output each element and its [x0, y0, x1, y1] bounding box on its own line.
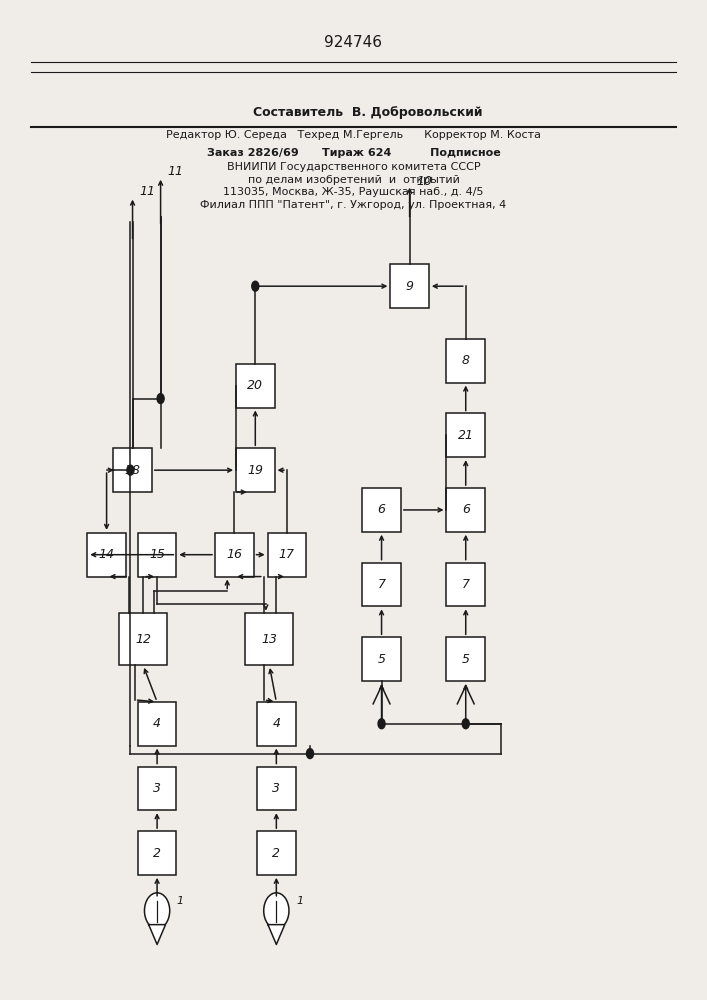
- Bar: [362, 637, 401, 681]
- Text: 11: 11: [139, 185, 156, 198]
- Bar: [446, 413, 485, 457]
- Bar: [245, 613, 293, 665]
- Circle shape: [462, 719, 469, 729]
- Text: 1: 1: [296, 896, 303, 906]
- Text: 113035, Москва, Ж-35, Раушская наб., д. 4/5: 113035, Москва, Ж-35, Раушская наб., д. …: [223, 187, 484, 197]
- Text: Редактор Ю. Середа   Техред М.Гергель      Корректор М. Коста: Редактор Ю. Середа Техред М.Гергель Корр…: [166, 130, 541, 140]
- Bar: [87, 533, 126, 577]
- Text: 10: 10: [416, 175, 433, 188]
- Ellipse shape: [144, 893, 170, 929]
- Text: 13: 13: [262, 633, 277, 646]
- Text: 6: 6: [462, 503, 469, 516]
- Text: Составитель  В. Добровольский: Составитель В. Добровольский: [253, 106, 482, 119]
- Circle shape: [252, 281, 259, 291]
- Text: 2: 2: [272, 847, 281, 860]
- Text: 11: 11: [168, 165, 184, 178]
- Bar: [236, 448, 274, 492]
- Text: 21: 21: [457, 429, 474, 442]
- Bar: [390, 264, 429, 308]
- Text: 7: 7: [462, 578, 469, 591]
- Bar: [138, 702, 176, 746]
- Text: Заказ 2826/69      Тираж 624          Подписное: Заказ 2826/69 Тираж 624 Подписное: [206, 148, 501, 158]
- Circle shape: [157, 394, 164, 404]
- Bar: [446, 488, 485, 532]
- Bar: [446, 637, 485, 681]
- Bar: [138, 831, 176, 875]
- Text: 20: 20: [247, 379, 263, 392]
- Bar: [267, 533, 306, 577]
- Bar: [446, 339, 485, 383]
- Text: 1: 1: [177, 896, 184, 906]
- Ellipse shape: [264, 893, 289, 929]
- Circle shape: [127, 465, 134, 475]
- Bar: [257, 767, 296, 810]
- Text: Филиал ППП "Патент", г. Ужгород, ул. Проектная, 4: Филиал ППП "Патент", г. Ужгород, ул. Про…: [200, 200, 507, 210]
- Text: 5: 5: [462, 653, 469, 666]
- Bar: [138, 767, 176, 810]
- Text: 4: 4: [153, 717, 161, 730]
- Circle shape: [307, 749, 313, 759]
- Text: 2: 2: [153, 847, 161, 860]
- Bar: [362, 488, 401, 532]
- Text: 924746: 924746: [325, 35, 382, 50]
- Text: 19: 19: [247, 464, 263, 477]
- Text: 7: 7: [378, 578, 385, 591]
- Text: 3: 3: [153, 782, 161, 795]
- Text: 6: 6: [378, 503, 385, 516]
- Text: 4: 4: [272, 717, 281, 730]
- Bar: [257, 702, 296, 746]
- Polygon shape: [148, 925, 165, 945]
- Bar: [236, 364, 274, 408]
- Bar: [257, 831, 296, 875]
- Text: ВНИИПИ Государственного комитета СССР: ВНИИПИ Государственного комитета СССР: [227, 162, 480, 172]
- Polygon shape: [268, 925, 285, 945]
- Text: 9: 9: [406, 280, 414, 293]
- Bar: [215, 533, 254, 577]
- Text: 8: 8: [462, 354, 469, 367]
- Text: 14: 14: [98, 548, 115, 561]
- Bar: [113, 448, 152, 492]
- Circle shape: [378, 719, 385, 729]
- Bar: [119, 613, 167, 665]
- Text: 15: 15: [149, 548, 165, 561]
- Text: 18: 18: [124, 464, 141, 477]
- Text: 17: 17: [279, 548, 295, 561]
- Text: 12: 12: [135, 633, 151, 646]
- Text: 5: 5: [378, 653, 385, 666]
- Bar: [138, 533, 176, 577]
- Bar: [446, 563, 485, 606]
- Bar: [362, 563, 401, 606]
- Text: 3: 3: [272, 782, 281, 795]
- Text: 16: 16: [226, 548, 243, 561]
- Text: по делам изобретений  и  открытий: по делам изобретений и открытий: [247, 175, 460, 185]
